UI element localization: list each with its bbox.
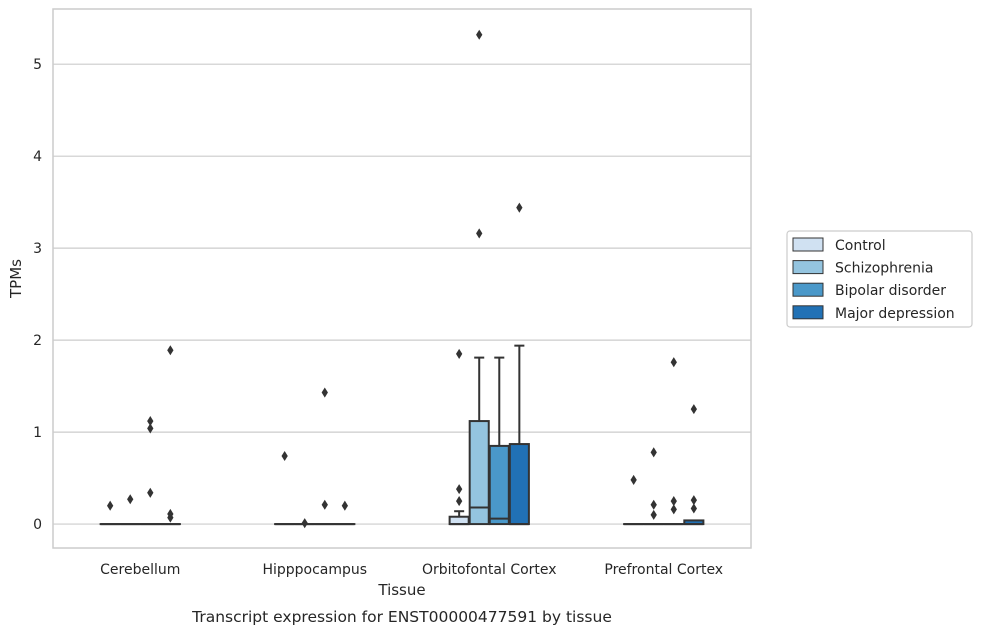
outlier-point <box>147 423 154 434</box>
y-tick-label: 3 <box>33 241 42 257</box>
outlier-point <box>670 496 677 507</box>
plot-frame <box>52 8 752 549</box>
box-bipolar-disorder <box>663 357 685 526</box>
chart-title: Transcript expression for ENST0000047759… <box>191 608 612 626</box>
outlier-point <box>690 404 698 415</box>
box-major-depression <box>508 202 530 526</box>
legend-swatch <box>792 282 824 297</box>
legend-swatch <box>792 237 824 252</box>
outlier-point <box>650 447 657 458</box>
y-tick-label: 5 <box>33 57 42 73</box>
y-tick-label: 4 <box>33 149 42 165</box>
outlier-point <box>341 500 349 511</box>
box-body <box>468 420 490 526</box>
outlier-point <box>127 494 134 505</box>
outlier-point <box>690 503 698 514</box>
legend-swatch <box>792 305 824 320</box>
outlier-point <box>321 499 328 510</box>
outlier-point <box>321 387 328 398</box>
box-body <box>488 444 510 526</box>
legend-frame <box>786 230 973 328</box>
box-body <box>448 515 470 526</box>
outlier-point <box>455 348 463 359</box>
box-control <box>99 500 121 526</box>
y-axis-label: TPMs <box>7 259 25 299</box>
box-major-depression <box>683 404 705 526</box>
x-tick-label: Prefrontal Cortex <box>604 562 723 578</box>
x-tick-label: Cerebellum <box>100 562 180 578</box>
outlier-point <box>516 202 523 213</box>
legend-swatch <box>792 260 824 275</box>
box-body <box>508 443 530 526</box>
outlier-point <box>147 487 154 498</box>
outlier-point <box>301 518 308 529</box>
outlier-point <box>630 474 637 485</box>
x-tick-label: Orbitofontal Cortex <box>422 562 557 578</box>
outlier-point <box>476 228 483 239</box>
outlier-point <box>670 357 677 368</box>
box-bipolar-disorder <box>488 356 510 526</box>
outlier-point <box>281 450 288 462</box>
box-schizophrenia <box>294 518 316 529</box>
legend-label: Major depression <box>835 306 955 322</box>
box-schizophrenia <box>119 494 141 526</box>
box-schizophrenia <box>468 29 490 526</box>
outlier-point <box>106 500 114 511</box>
box-major-depression <box>334 500 356 526</box>
outlier-point <box>690 495 698 506</box>
outlier-point <box>650 499 657 510</box>
outlier-point <box>455 496 463 507</box>
box-major-depression <box>159 345 181 526</box>
y-tick-label: 1 <box>33 425 42 441</box>
legend-label: Bipolar disorder <box>835 283 946 299</box>
x-axis-label: Tissue <box>377 581 425 599</box>
y-tick-label: 2 <box>33 333 42 349</box>
outlier-point <box>650 509 657 520</box>
box-bipolar-disorder <box>139 416 161 526</box>
outlier-point <box>670 504 677 515</box>
legend-label: Schizophrenia <box>835 261 933 277</box>
outlier-point <box>167 345 174 356</box>
y-tick-label: 0 <box>33 517 42 533</box>
legend: Control Schizophrenia Bipolar disorder Majo… <box>786 230 973 328</box>
outlier-point <box>455 484 463 495</box>
box-bipolar-disorder <box>314 387 336 526</box>
box-control <box>623 474 645 526</box>
outlier-point <box>167 508 174 520</box>
box-control <box>274 450 296 526</box>
legend-label: Control <box>835 238 886 254</box>
box-control <box>448 348 470 526</box>
outlier-point <box>476 29 483 40</box>
box-schizophrenia <box>643 447 665 526</box>
box-plot-area <box>99 29 705 529</box>
outlier-point <box>147 416 154 427</box>
x-tick-label: Hipppocampus <box>262 562 367 578</box>
axis-ticks: 0 1 2 3 4 5 Cerebellum Hipppocampus Orbitofontal… <box>33 57 723 578</box>
